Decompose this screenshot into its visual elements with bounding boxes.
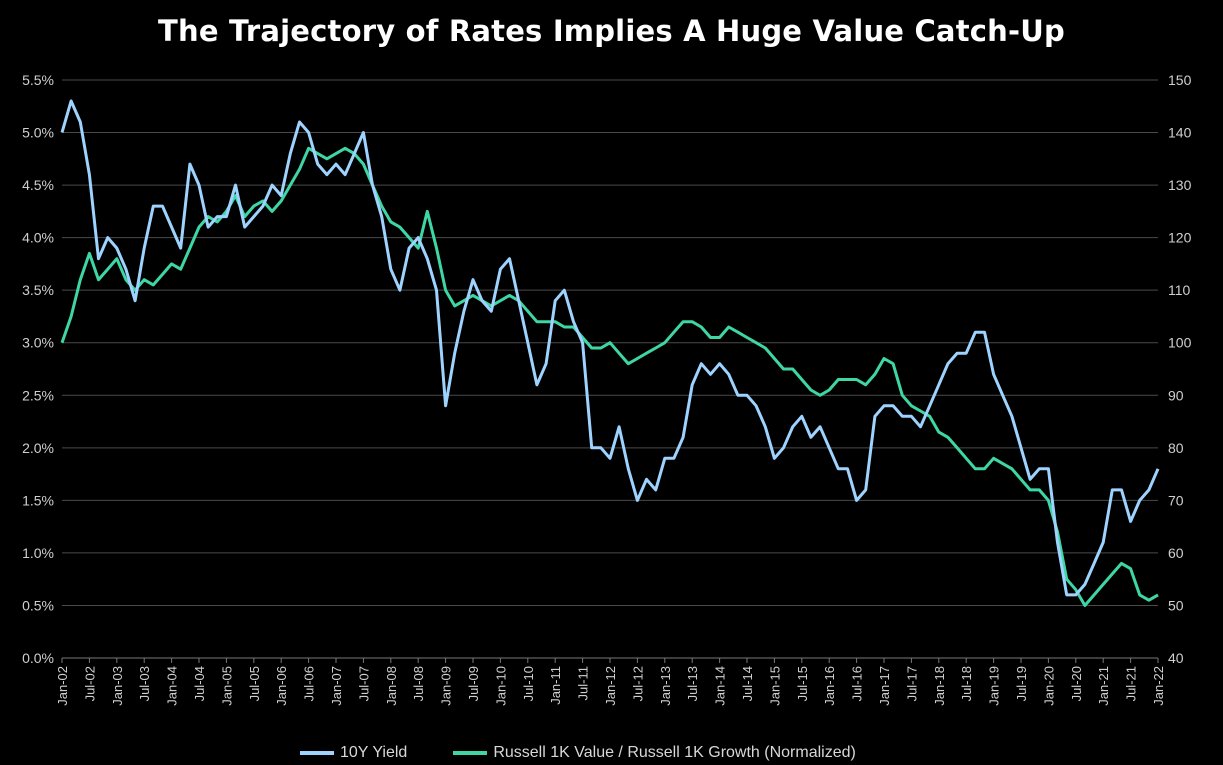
x-tick-label: Jul-06 [302,666,317,701]
y-left-tick-label: 0.5% [22,597,54,613]
y-right-tick-label: 90 [1168,387,1184,403]
x-tick-label: Jan-17 [877,666,892,706]
x-tick-label: Jul-08 [411,666,426,701]
x-tick-label: Jan-20 [1041,666,1056,706]
x-tick-label: Jan-02 [55,666,70,706]
x-tick-label: Jul-02 [82,666,97,701]
y-left-tick-label: 0.0% [22,650,54,666]
x-tick-label: Jul-16 [850,666,865,701]
legend-label-ratio: Russell 1K Value / Russell 1K Growth (No… [493,744,856,761]
legend-swatch-yield [300,751,334,755]
right-axis-tick-labels: 40 50 60 70 80 90 100 110 120 130 140 150 [1168,72,1192,666]
x-tick-label: Jul-10 [521,666,536,701]
x-tick-label: Jul-21 [1124,666,1139,701]
y-left-tick-label: 2.0% [22,440,54,456]
y-left-tick-label: 4.0% [22,230,54,246]
x-tick-label: Jul-19 [1014,666,1029,701]
x-tick-label: Jul-05 [247,666,262,701]
x-tick-label: Jan-03 [110,666,125,706]
x-tick-label: Jan-22 [1151,666,1166,706]
x-tick-label: Jan-07 [329,666,344,706]
x-tick-label: Jan-06 [274,666,289,706]
series-line-yield [60,99,1160,597]
y-right-tick-label: 140 [1168,125,1192,141]
x-tick-label: Jul-18 [959,666,974,701]
y-right-tick-label: 70 [1168,492,1184,508]
series-line-ratio [60,146,1159,607]
x-tick-label: Jul-14 [740,666,755,701]
series-lines [60,99,1160,607]
y-left-tick-label: 2.5% [22,387,54,403]
y-left-tick-label: 5.0% [22,125,54,141]
x-tick-label: Jan-12 [603,666,618,706]
x-tick-label: Jul-04 [192,666,207,701]
y-right-tick-label: 80 [1168,440,1184,456]
x-tick-label: Jan-09 [439,666,454,706]
legend-swatch-ratio [453,751,488,755]
legend: 10Y Yield Russell 1K Value / Russell 1K … [300,744,902,762]
x-tick-label: Jan-14 [713,666,728,706]
x-tick-label: Jul-13 [685,666,700,701]
x-tick-label: Jan-21 [1096,666,1111,706]
x-tick-label: Jul-17 [904,666,919,701]
x-tick-label: Jan-18 [932,666,947,706]
y-right-tick-label: 100 [1168,335,1192,351]
legend-item-yield: 10Y Yield [300,744,407,762]
y-left-tick-label: 4.5% [22,177,54,193]
x-axis-tick-labels: Jan-02 Jul-02 Jan-03 Jul-03 Jan-04 Jul-04 Jan-… [55,658,1166,706]
x-tick-label: Jan-16 [822,666,837,706]
y-right-tick-label: 150 [1168,72,1192,88]
x-tick-label: Jul-11 [576,666,591,700]
x-tick-label: Jan-15 [767,666,782,706]
y-left-tick-label: 3.5% [22,282,54,298]
y-right-tick-label: 110 [1168,282,1191,298]
x-tick-label: Jul-09 [466,666,481,701]
x-tick-label: Jul-07 [356,666,371,701]
y-left-tick-label: 5.5% [22,72,54,88]
y-right-tick-label: 130 [1168,177,1192,193]
y-left-tick-label: 1.0% [22,545,54,561]
x-tick-label: Jul-12 [630,666,645,701]
left-axis-tick-labels: 0.0% 0.5% 1.0% 1.5% 2.0% 2.5% 3.0% 3.5% 4.0% 4.5%… [22,72,54,666]
legend-label-yield: 10Y Yield [340,744,408,761]
x-tick-label: Jan-05 [219,666,234,706]
y-right-tick-label: 60 [1168,545,1184,561]
y-left-tick-label: 1.5% [22,492,54,508]
x-tick-label: Jan-08 [384,666,399,706]
legend-item-ratio: Russell 1K Value / Russell 1K Growth (No… [453,744,856,762]
x-tick-label: Jan-13 [658,666,673,706]
y-right-tick-label: 50 [1168,597,1184,613]
x-tick-label: Jul-15 [795,666,810,701]
x-tick-label: Jan-10 [493,666,508,706]
gridlines [62,79,1158,659]
x-tick-label: Jan-04 [165,666,180,706]
x-tick-label: Jul-20 [1069,666,1084,701]
x-tick-label: Jan-19 [987,666,1002,706]
x-tick-label: Jul-03 [137,666,152,701]
x-tick-label: Jan-11 [548,666,563,705]
y-right-tick-label: 40 [1168,650,1184,666]
y-left-tick-label: 3.0% [22,335,54,351]
chart-title: The Trajectory of Rates Implies A Huge V… [158,14,1065,48]
y-right-tick-label: 120 [1168,230,1192,246]
